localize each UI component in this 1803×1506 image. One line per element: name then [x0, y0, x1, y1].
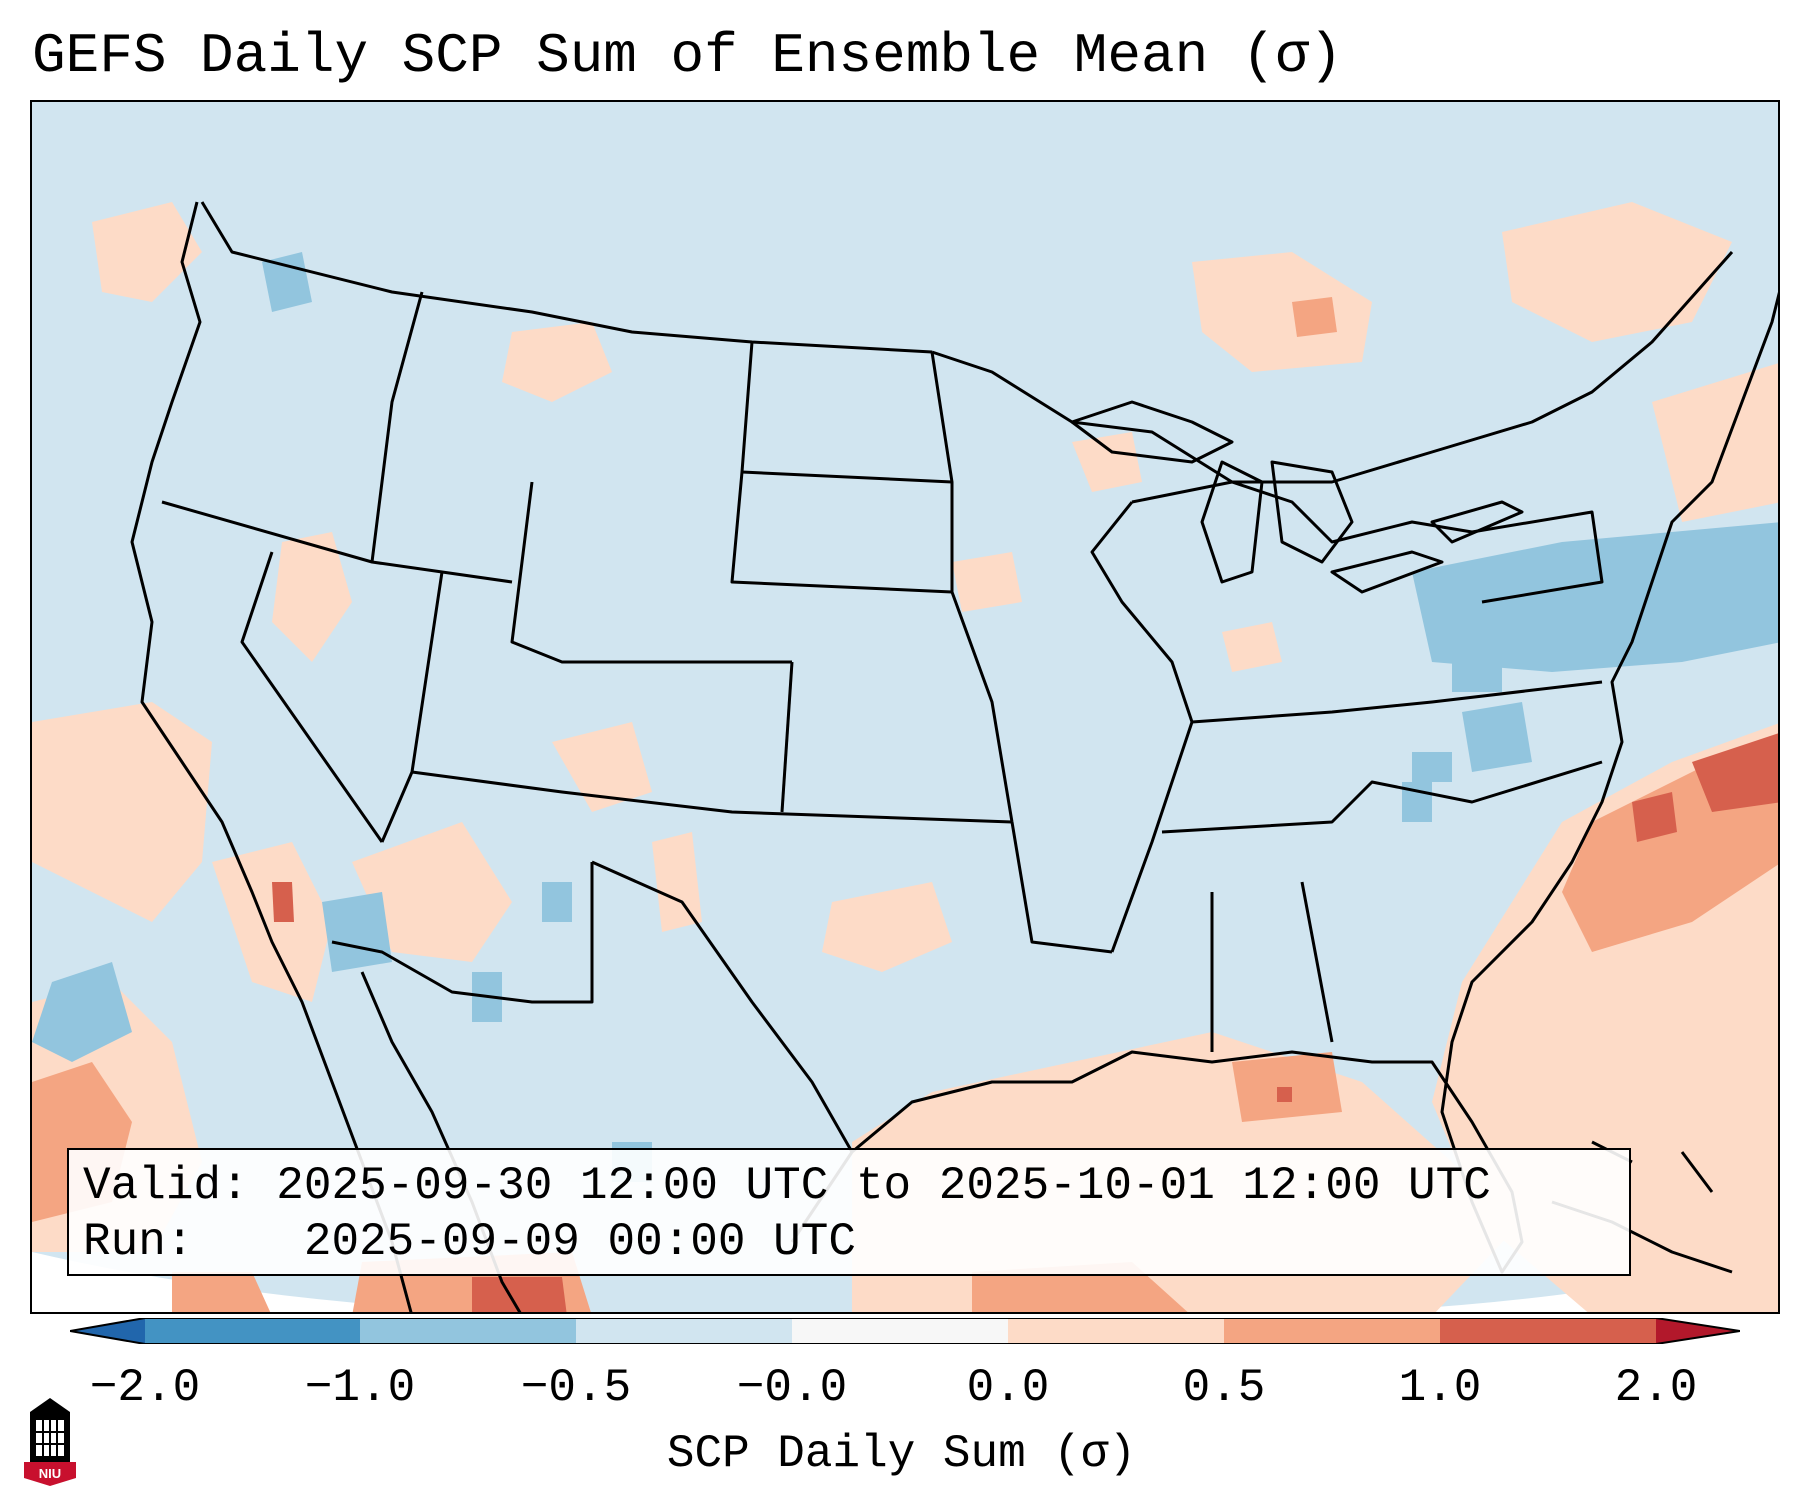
border-nd-sd [740, 341, 953, 484]
colorbar-segment [145, 1318, 360, 1344]
border-ut-co [510, 481, 792, 664]
border-nm-mexico [331, 862, 594, 1004]
colorbar-tick: 2.0 [1614, 1362, 1698, 1414]
colorbar-segment [1008, 1318, 1224, 1344]
colorbar-segment [576, 1318, 792, 1344]
colorbar-tick: −1.0 [304, 1362, 416, 1414]
map-panel [30, 100, 1780, 1314]
bahamas-coast-2 [1680, 1151, 1714, 1193]
border-mn-ia-mo [930, 351, 1014, 823]
border-wy-ne [730, 471, 953, 594]
lake-erie [1330, 550, 1444, 594]
map-canvas [32, 102, 1778, 1312]
valid-label: Valid: [83, 1160, 249, 1212]
canada-border-east [931, 251, 1734, 484]
colorbar-extend-low [70, 1318, 145, 1344]
chart-title: GEFS Daily SCP Sum of Ensemble Mean (σ) [32, 24, 1343, 88]
colorbar-segment [1440, 1318, 1656, 1344]
run-value: 2025-09-09 00:00 UTC [303, 1216, 856, 1268]
colorbar [70, 1318, 1740, 1344]
border-south-36n [411, 770, 1013, 824]
colorbar-segment [792, 1318, 1008, 1344]
svg-text:NIU: NIU [39, 1466, 61, 1481]
colorbar-tick: 0.0 [966, 1362, 1050, 1414]
border-tn-ky [1191, 680, 1603, 724]
niu-logo: NIU [24, 1398, 76, 1486]
colorbar-segment [1224, 1318, 1440, 1344]
border-ar-la [1010, 821, 1113, 954]
lake-superior [1070, 400, 1234, 464]
domain-edge-left [32, 1252, 486, 1312]
colorbar-tick: −2.0 [89, 1362, 201, 1414]
run-label: Run: [83, 1216, 194, 1268]
lake-michigan [1200, 460, 1264, 584]
west-coastline [130, 201, 413, 1312]
colorbar-tick: −0.0 [736, 1362, 848, 1414]
colorbar-tick: −0.5 [520, 1362, 632, 1414]
border-tx-mexico [591, 860, 854, 1153]
border-wa-id [370, 291, 424, 563]
lake-huron [1270, 460, 1354, 564]
lake-ontario [1430, 500, 1524, 544]
border-mississippi-river [1090, 501, 1194, 953]
border-co-ks [780, 661, 794, 813]
border-nc-sc [1161, 760, 1603, 834]
border-ca-nv [240, 551, 384, 843]
border-pa-ny [1471, 510, 1604, 604]
valid-value: 2025-09-30 12:00 UTC to 2025-10-01 12:00… [276, 1160, 1491, 1212]
colorbar-extend-high [1656, 1318, 1740, 1344]
valid-run-info-box: Valid: 2025-09-30 12:00 UTC to 2025-10-0… [67, 1148, 1631, 1276]
border-al-ga [1300, 881, 1334, 1043]
colorbar-label: SCP Daily Sum (σ) [666, 1428, 1137, 1480]
colorbar-tick: 1.0 [1398, 1362, 1482, 1414]
colorbar-tick: 0.5 [1182, 1362, 1266, 1414]
colorbar-segment [360, 1318, 576, 1344]
